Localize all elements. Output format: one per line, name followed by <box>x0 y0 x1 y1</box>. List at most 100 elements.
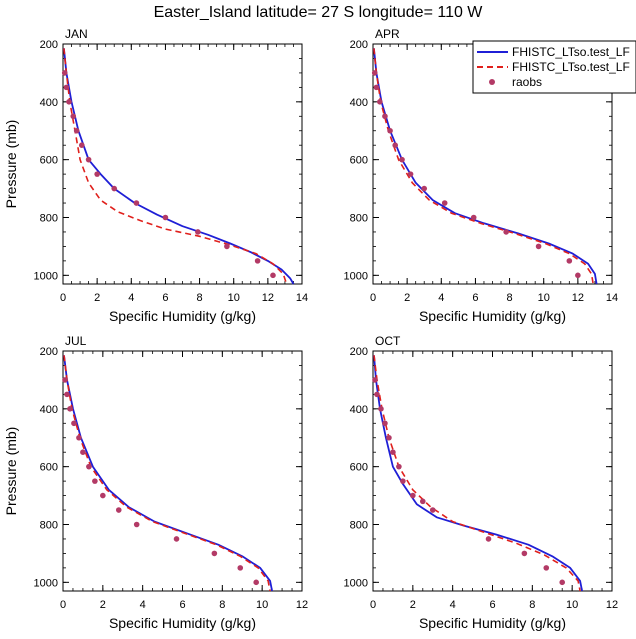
raobs-point <box>377 99 383 105</box>
x-tick-label: 4 <box>438 292 444 304</box>
y-tick-label: 800 <box>350 212 368 224</box>
raobs-point <box>94 171 100 177</box>
x-tick-label: 0 <box>60 599 66 611</box>
raobs-point <box>70 113 77 120</box>
plot-frame <box>62 350 303 592</box>
raobs-point <box>61 70 68 76</box>
raobs-point <box>390 449 396 456</box>
x-tick-label: 10 <box>256 599 268 611</box>
x-tick-label: 12 <box>262 292 274 304</box>
raobs-point <box>78 142 85 149</box>
raobs-point <box>195 229 201 235</box>
x-axis-label: Specific Humidity (g/kg) <box>109 615 256 631</box>
x-tick-label: 2 <box>410 599 416 611</box>
y-tick-label: 1000 <box>34 270 58 282</box>
x-tick-label: 2 <box>100 599 106 611</box>
raobs-point <box>133 200 140 206</box>
x-tick-label: 8 <box>197 292 203 304</box>
x-tick-label: 4 <box>140 599 146 611</box>
series-line-dashed <box>373 48 594 285</box>
y-tick-label: 600 <box>40 462 58 474</box>
y-tick-label: 400 <box>40 404 58 416</box>
x-tick-label: 6 <box>162 292 168 304</box>
x-tick-label: 4 <box>128 292 134 304</box>
raobs-point <box>63 84 70 91</box>
raobs-point <box>392 142 398 149</box>
raobs-point <box>429 507 436 513</box>
y-tick-label: 800 <box>40 519 58 531</box>
series-line-solid <box>373 355 583 592</box>
x-tick-label: 8 <box>529 599 535 611</box>
raobs-point <box>387 127 393 134</box>
raobs-point <box>254 258 261 264</box>
x-tick-label: 2 <box>94 292 100 304</box>
raobs-point <box>67 406 73 412</box>
x-tick-label: 14 <box>606 292 618 304</box>
raobs-point <box>382 420 388 427</box>
x-tick-label: 10 <box>538 292 550 304</box>
raobs-point <box>559 579 566 586</box>
panel-oct: 0 2 4 6 8 10 12 200 400 600 800 1000 OCT Specific Hum… <box>344 334 619 631</box>
raobs-point <box>237 565 244 571</box>
legend-marker-raobs <box>489 79 495 85</box>
legend: FHISTC_LTso.test_LF FHISTC_LTso.test_LF … <box>472 40 636 94</box>
x-axis-label: Specific Humidity (g/kg) <box>419 308 566 324</box>
x-axis-label: Specific Humidity (g/kg) <box>419 615 566 631</box>
raobs-point <box>80 449 86 456</box>
x-tick-label: 14 <box>296 292 308 304</box>
raobs-point <box>133 521 140 528</box>
y-axis-label: Pressure (mb) <box>3 120 19 209</box>
x-tick-label: 6 <box>179 599 185 611</box>
x-tick-label: 10 <box>566 599 578 611</box>
legend-label-3: raobs <box>512 75 542 89</box>
raobs-point <box>224 243 230 250</box>
plot-frame <box>62 43 303 285</box>
raobs-point <box>111 185 118 192</box>
panel-jul: 0 2 4 6 8 10 12 200 400 600 800 1000 JUL Specific Hum… <box>3 334 308 631</box>
panel-label-apr: APR <box>375 27 400 41</box>
raobs-point <box>86 463 92 470</box>
series-line-solid <box>63 48 295 285</box>
x-tick-label: 8 <box>219 599 225 611</box>
y-tick-label: 200 <box>350 39 368 51</box>
raobs-point <box>378 406 384 412</box>
x-tick-label: 6 <box>472 292 478 304</box>
panel-label-jan: JAN <box>65 27 88 41</box>
y-tick-label: 400 <box>350 404 368 416</box>
raobs-point <box>400 478 406 484</box>
raobs-point <box>386 434 392 441</box>
raobs-point <box>371 70 378 76</box>
x-tick-label: 0 <box>60 292 66 304</box>
raobs-point <box>85 156 92 163</box>
raobs-point <box>270 272 276 279</box>
raobs-point <box>64 391 70 398</box>
raobs-point <box>575 272 581 279</box>
x-tick-label: 12 <box>606 599 618 611</box>
legend-label-2: FHISTC_LTso.test_LF <box>512 60 630 74</box>
panel-label-jul: JUL <box>65 334 87 348</box>
x-tick-label: 8 <box>507 292 513 304</box>
y-tick-label: 600 <box>40 155 58 167</box>
plot-frame <box>372 350 613 592</box>
x-tick-label: 0 <box>370 599 376 611</box>
raobs-point <box>503 229 509 235</box>
x-tick-label: 6 <box>489 599 495 611</box>
raobs-point <box>566 258 573 264</box>
figure-title: Easter_Island latitude= 27 S longitude= … <box>154 4 484 21</box>
series-line-dashed <box>373 355 581 592</box>
series-line-solid <box>63 355 273 592</box>
x-tick-label: 2 <box>404 292 410 304</box>
raobs-point <box>162 214 169 221</box>
raobs-point <box>410 492 416 499</box>
raobs-point <box>396 463 402 470</box>
x-tick-label: 0 <box>370 292 376 304</box>
y-tick-label: 400 <box>40 97 58 109</box>
x-tick-label: 10 <box>228 292 240 304</box>
y-tick-label: 200 <box>350 346 368 358</box>
raobs-point <box>485 536 492 542</box>
y-tick-label: 1000 <box>344 270 368 282</box>
raobs-point <box>211 550 218 557</box>
series-line-dashed <box>63 355 271 592</box>
